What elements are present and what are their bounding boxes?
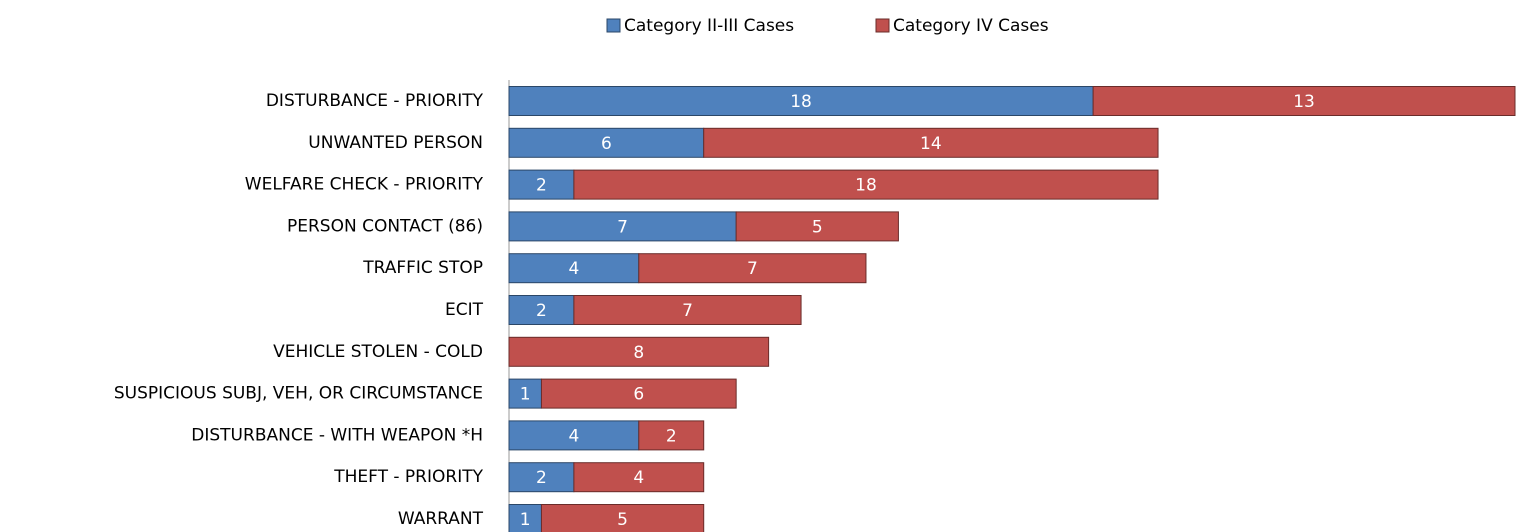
bar-segment	[508, 378, 542, 409]
bar-segment	[638, 253, 867, 284]
data-label: 4	[568, 426, 579, 446]
bar-segment	[508, 504, 542, 532]
y-tick-label: PERSON CONTACT (86)	[287, 216, 483, 236]
y-tick-label: TRAFFIC STOP	[362, 258, 483, 278]
bar-segment	[540, 504, 705, 532]
bar-segment	[1092, 86, 1516, 116]
data-label: 2	[536, 176, 547, 196]
data-label: 14	[920, 134, 942, 154]
bar-segment	[508, 253, 640, 284]
bar-segment	[508, 295, 575, 325]
y-tick-label: THEFT - PRIORITY	[333, 467, 483, 487]
y-tick-label: DISTURBANCE - PRIORITY	[266, 91, 484, 111]
y-tick-label: SUSPICIOUS SUBJ, VEH, OR CIRCUMSTANCE	[114, 384, 483, 404]
bar-segment	[540, 378, 737, 409]
data-label: 2	[666, 426, 677, 446]
data-label: 5	[812, 217, 823, 237]
bar-segment	[508, 420, 640, 451]
data-label: 1	[520, 510, 531, 530]
legend-label: Category IV Cases	[893, 16, 1049, 36]
bar-segment	[508, 462, 575, 493]
y-tick-label: WELFARE CHECK - PRIORITY	[245, 175, 484, 195]
data-label: 5	[617, 510, 628, 530]
y-tick-label: DISTURBANCE - WITH WEAPON *H	[191, 425, 483, 445]
data-label: 13	[1293, 92, 1315, 112]
legend-label: Category II-III Cases	[624, 16, 794, 36]
data-label: 18	[790, 92, 812, 112]
bar-segment	[573, 295, 802, 325]
data-label: 8	[633, 343, 644, 363]
y-tick-label: WARRANT	[398, 509, 484, 529]
bar-segment	[508, 336, 770, 367]
data-label: 2	[536, 301, 547, 321]
data-label: 6	[601, 134, 612, 154]
bar-segment	[573, 462, 705, 493]
bar-segment	[638, 420, 705, 451]
data-label: 7	[747, 259, 758, 279]
data-label: 4	[633, 468, 644, 488]
legend-swatch	[606, 18, 621, 33]
legend-swatch	[875, 18, 890, 33]
data-label: 1	[520, 385, 531, 405]
bar-segment	[703, 127, 1159, 158]
bar-segment	[508, 127, 705, 158]
bar-segment	[573, 169, 1159, 200]
y-tick-label: ECIT	[445, 300, 484, 320]
y-tick-label: UNWANTED PERSON	[308, 133, 483, 153]
data-label: 4	[568, 259, 579, 279]
data-label: 2	[536, 468, 547, 488]
data-label: 7	[682, 301, 693, 321]
bar-segment	[735, 211, 899, 242]
data-label: 18	[855, 176, 877, 196]
y-tick-label: VEHICLE STOLEN - COLD	[273, 342, 483, 362]
data-label: 7	[617, 217, 628, 237]
data-label: 6	[633, 385, 644, 405]
